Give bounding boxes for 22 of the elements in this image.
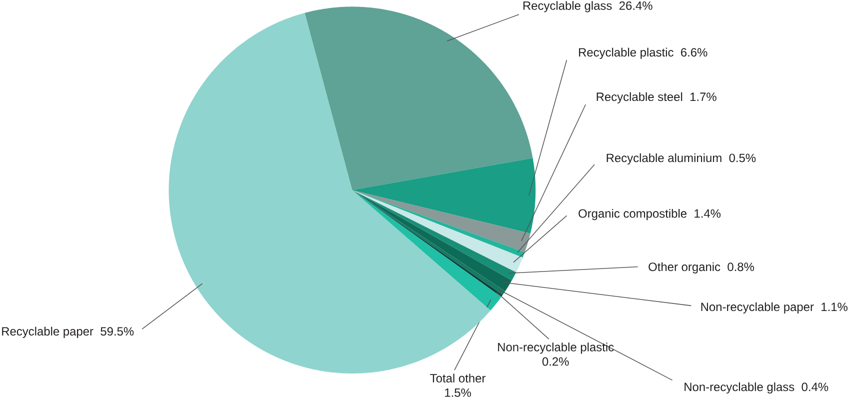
data-label: 0.5% xyxy=(729,154,756,162)
slice-label: Recyclable aluminium xyxy=(606,153,722,165)
slice-label: Organic compostible xyxy=(578,208,687,220)
data-label: 0.2% xyxy=(542,357,569,366)
slice-label: Total other xyxy=(430,374,486,382)
data-label: 6.6% xyxy=(681,48,708,57)
data-label: 1.7% xyxy=(690,92,716,101)
data-label: 1.5% xyxy=(445,388,471,397)
data-label: 0.8% xyxy=(728,262,754,272)
slice-label: Recyclable paper xyxy=(2,326,94,338)
slice-label: Non-recyclable plastic xyxy=(498,342,614,354)
slice-label: Non-recyclable paper xyxy=(701,302,814,314)
data-label: 59.5% xyxy=(100,327,134,336)
slice-label: Recyclable steel xyxy=(596,92,682,104)
data-label: 1.1% xyxy=(822,302,848,312)
slice-label: Recyclable glass xyxy=(523,1,612,12)
data-label: 26.4% xyxy=(619,1,652,10)
data-label: 0.4% xyxy=(802,382,828,392)
data-label: 1.4% xyxy=(694,209,721,218)
slice-label: Non-recyclable glass xyxy=(684,382,794,394)
slice-label: Recyclable plastic xyxy=(579,48,674,59)
slice-label: Other organic xyxy=(648,262,720,274)
